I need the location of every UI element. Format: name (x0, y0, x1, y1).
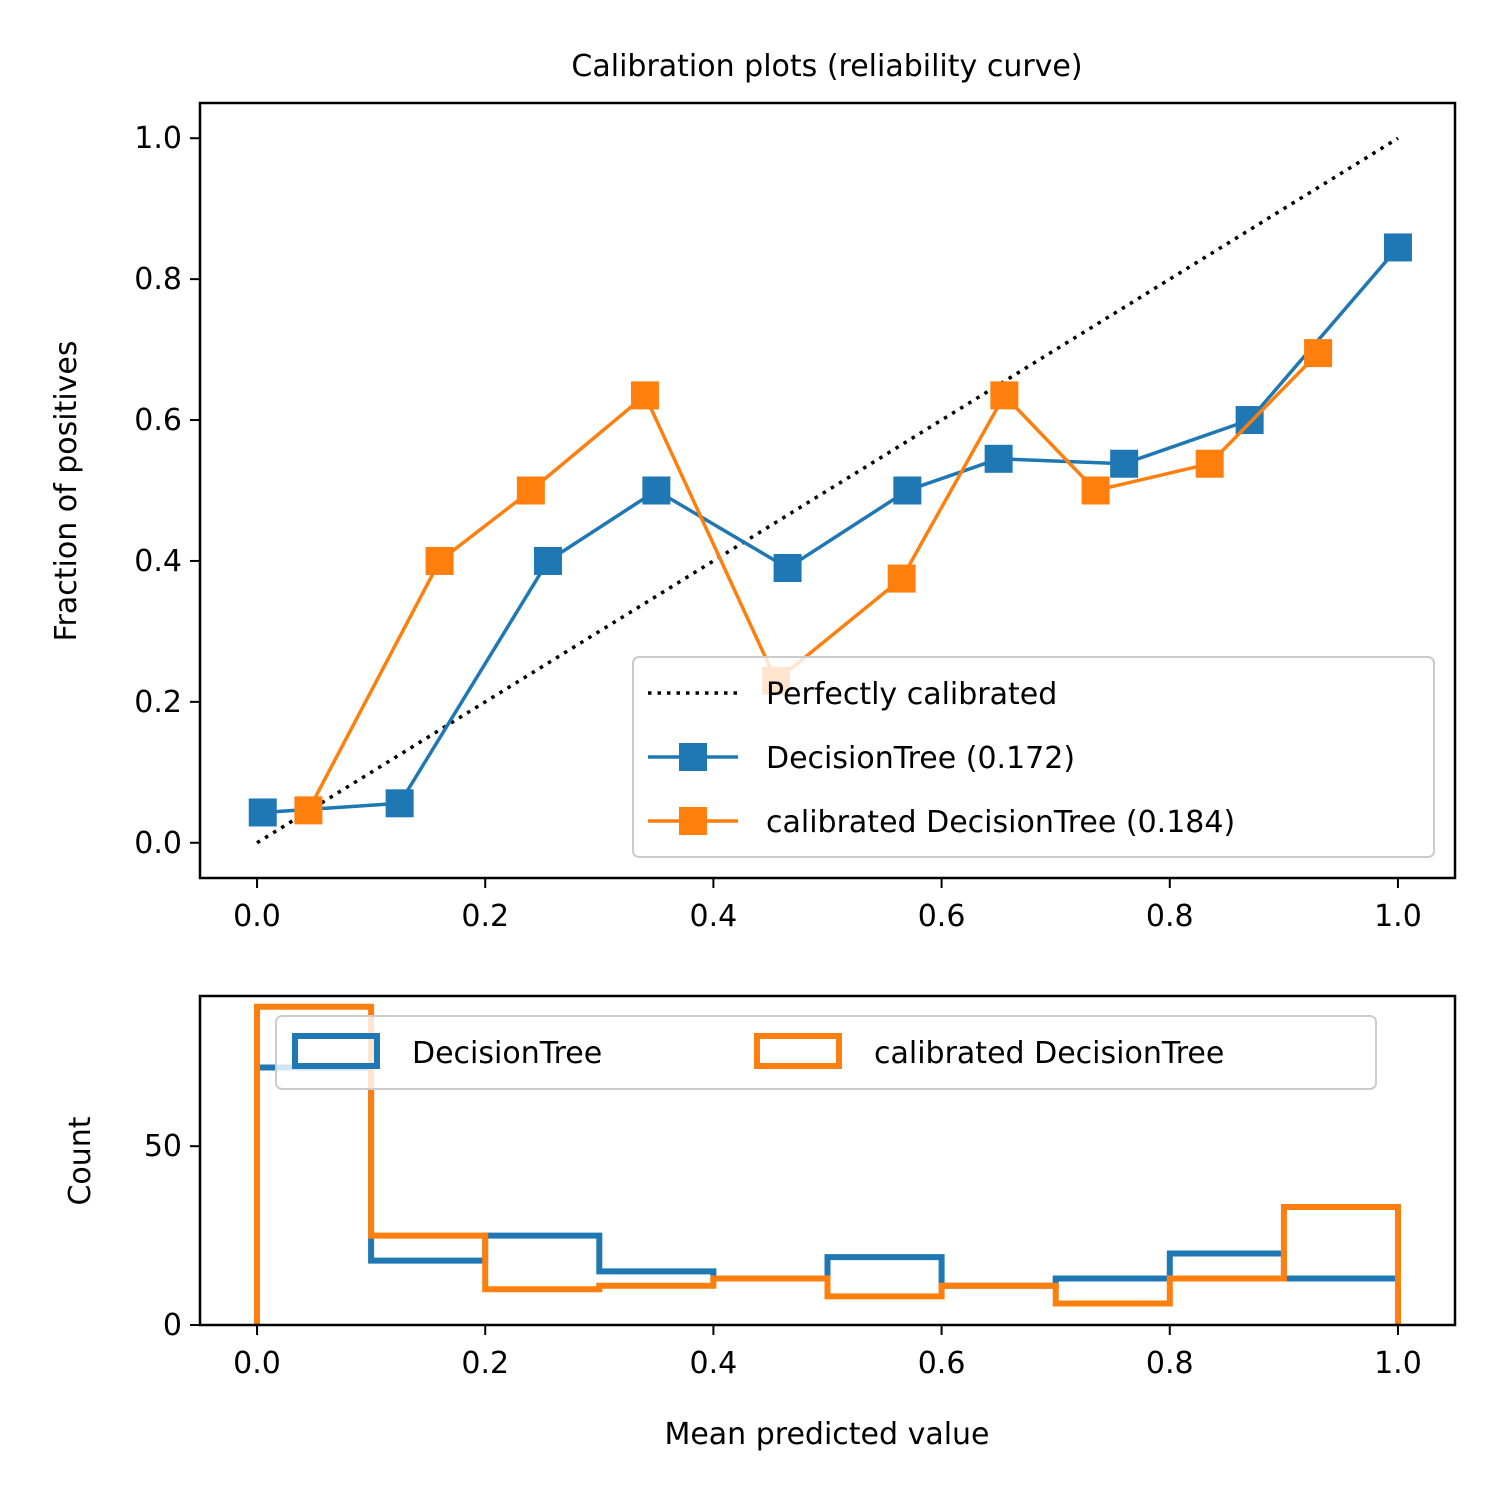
data-point-marker (516, 476, 545, 505)
histogram-x-tick-label: 0.6 (918, 1346, 966, 1381)
histogram-calibrated-decisiontree (254, 1003, 1401, 1325)
histogram-y-axis-label: Count (63, 1116, 98, 1205)
calibration-y-tick-label: 1.0 (134, 121, 182, 156)
calibration-y-tick-label: 0.2 (134, 685, 182, 720)
series-line (306, 351, 1320, 812)
histogram-x-tick-label: 0.2 (461, 1346, 509, 1381)
calibration-x-tick-label: 0.2 (461, 899, 509, 934)
histogram-x-tick-label: 0.8 (1146, 1346, 1194, 1381)
data-point-marker (1081, 476, 1110, 505)
histogram-x-tick-label: 1.0 (1374, 1346, 1422, 1381)
histogram-step-outline (254, 1064, 1401, 1325)
data-point-marker (1195, 449, 1224, 478)
data-point-marker (1383, 233, 1412, 262)
calibration-x-tick-label: 1.0 (1374, 899, 1422, 934)
legend-label: DecisionTree (0.172) (766, 741, 1075, 776)
legend-label: calibrated DecisionTree (0.184) (766, 805, 1235, 840)
data-point-marker (425, 546, 454, 575)
data-point-marker (248, 798, 277, 827)
legend-item-calibrated-decisiontree-0-184: calibrated DecisionTree (0.184) (648, 805, 1235, 840)
histogram-series-group (254, 1003, 1401, 1325)
legend-patch-swatch (292, 1033, 380, 1069)
histogram-x-axis-label: Mean predicted value (664, 1417, 989, 1452)
data-point-marker (773, 554, 802, 582)
data-point-marker (642, 476, 671, 505)
histogram-axis-ticks: 0.0 0.2 0.4 0.6 0.8 1.0 0 50 (144, 1129, 1422, 1381)
histogram-plot-frame (198, 994, 1457, 1327)
calibration-plot: Calibration plots (reliability curve) Fr… (49, 49, 1457, 934)
series-decisiontree-0-172 (248, 233, 1412, 827)
legend-label: calibrated DecisionTree (874, 1036, 1224, 1071)
data-point-marker (893, 476, 922, 505)
calibration-x-tick-label: 0.6 (918, 899, 966, 934)
data-point-marker (1235, 406, 1264, 435)
calibration-x-tick-label: 0.0 (233, 899, 281, 934)
legend-item-perfectly-calibrated: Perfectly calibrated (648, 677, 1057, 712)
calibration-y-tick-label: 0.0 (134, 826, 182, 861)
data-point-marker (990, 381, 1019, 410)
calibration-legend: Perfectly calibrated DecisionTree (0.172)… (632, 656, 1435, 858)
data-point-marker (533, 546, 562, 575)
histogram-step-outline (254, 1003, 1401, 1325)
data-point-marker (887, 564, 916, 593)
calibration-axis-ticks: 0.0 0.2 0.4 0.6 0.8 1.0 0.0 0.2 0.4 0.6 0.8 1.0 (134, 121, 1422, 934)
series-line (262, 246, 1400, 815)
legend-item-decisiontree-0-172: DecisionTree (0.172) (648, 741, 1075, 776)
legend-marker-swatch (679, 807, 707, 835)
legend-box (275, 1015, 1377, 1090)
histogram-decisiontree (254, 1064, 1401, 1325)
calibration-plot-frame (198, 101, 1457, 880)
histogram-x-tick-label: 0.4 (690, 1346, 738, 1381)
legend-box (632, 656, 1435, 858)
calibration-x-tick-label: 0.4 (690, 899, 738, 934)
histogram-legend: DecisionTree calibrated DecisionTree (275, 1015, 1377, 1090)
histogram-plot: Mean predicted value Count 0.0 0.2 0.4 0.6 0… (63, 994, 1457, 1452)
calibration-y-tick-label: 0.8 (134, 262, 182, 297)
calibration-y-axis-label: Fraction of positives (49, 340, 84, 641)
histogram-y-tick-label: 0 (163, 1308, 182, 1343)
legend-item-decisiontree: DecisionTree (292, 1033, 602, 1071)
data-point-marker (1304, 339, 1333, 368)
data-point-marker (385, 789, 414, 818)
histogram-x-tick-label: 0.0 (233, 1346, 281, 1381)
calibration-y-tick-label: 0.4 (134, 544, 182, 579)
histogram-y-tick-label: 50 (144, 1129, 182, 1164)
legend-label: DecisionTree (412, 1036, 602, 1071)
legend-patch-swatch (754, 1033, 842, 1069)
legend-marker-swatch (679, 743, 707, 771)
calibration-x-tick-label: 0.8 (1146, 899, 1194, 934)
data-point-marker (1110, 449, 1139, 478)
legend-item-calibrated-decisiontree: calibrated DecisionTree (754, 1033, 1224, 1071)
calibration-y-tick-label: 0.6 (134, 403, 182, 438)
legend-label: Perfectly calibrated (766, 677, 1057, 712)
data-point-marker (630, 381, 659, 410)
calibration-plot-title: Calibration plots (reliability curve) (571, 49, 1082, 84)
data-point-marker (984, 444, 1013, 473)
data-point-marker (294, 796, 323, 825)
